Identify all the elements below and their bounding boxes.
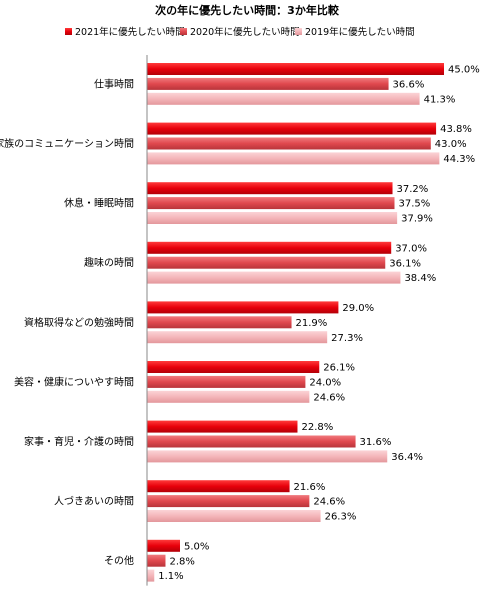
value-label-4-0: 29.0%	[342, 303, 374, 314]
value-label-5-2: 24.6%	[313, 392, 345, 403]
bar-7-0	[147, 480, 290, 493]
bar-0-2	[147, 92, 420, 105]
category-label-7: 人づきあいの時間	[54, 496, 134, 508]
bar-6-0	[147, 420, 298, 433]
bar-6-2	[147, 450, 388, 463]
value-label-2-0: 37.2%	[397, 184, 429, 195]
bar-3-0	[147, 241, 392, 254]
bar-5-0	[147, 361, 320, 373]
value-label-6-2: 36.4%	[391, 452, 423, 463]
bar-5-2	[147, 390, 310, 403]
category-label-3: 趣味の時間	[84, 256, 134, 269]
value-label-8-2: 1.1%	[158, 571, 183, 582]
value-label-4-1: 21.9%	[296, 318, 328, 329]
legend-swatch-0	[65, 28, 72, 35]
value-label-7-0: 21.6%	[294, 482, 326, 493]
legend-label-1: 2020年に優先したい時間	[190, 26, 300, 38]
value-label-1-2: 44.3%	[443, 154, 475, 165]
bar-1-2	[147, 152, 440, 165]
bar-8-2	[147, 569, 155, 582]
value-label-3-2: 38.4%	[404, 273, 436, 284]
legend-label-0: 2021年に優先したい時間	[75, 26, 185, 38]
bar-7-1	[147, 495, 310, 508]
value-label-0-0: 45.0%	[448, 65, 480, 76]
bar-0-0	[147, 63, 444, 75]
legend: 2021年に優先したい時間 2020年に優先したい時間 2019年に優先したい時間	[65, 26, 415, 38]
bar-8-1	[147, 554, 166, 567]
bar-4-2	[147, 331, 328, 344]
bars	[147, 63, 444, 582]
category-label-4: 資格取得などの勉強時間	[24, 316, 134, 329]
value-label-8-0: 5.0%	[184, 541, 209, 552]
value-label-0-2: 41.3%	[424, 94, 456, 105]
value-label-4-2: 27.3%	[331, 333, 363, 344]
bar-3-2	[147, 271, 401, 284]
bar-3-1	[147, 256, 386, 269]
bar-4-0	[147, 301, 339, 314]
bar-8-0	[147, 539, 180, 552]
chart-title: 次の年に優先したい時間：3か年比較	[155, 3, 340, 17]
value-label-7-2: 26.3%	[325, 512, 357, 523]
legend-swatch-2	[295, 28, 302, 35]
value-label-1-1: 43.0%	[435, 139, 467, 150]
legend-swatch-1	[180, 28, 187, 35]
category-label-8: その他	[104, 554, 134, 567]
value-label-8-1: 2.8%	[169, 556, 194, 567]
value-label-3-1: 36.1%	[389, 258, 421, 269]
bar-0-1	[147, 77, 389, 90]
bar-5-1	[147, 375, 306, 388]
value-labels: 45.0% 36.6% 41.3% 43.8% 43.0% 44.3% 37.2% 37.5%…	[158, 65, 480, 583]
value-label-1-0: 43.8%	[440, 124, 472, 135]
bar-2-1	[147, 197, 395, 210]
value-label-5-0: 26.1%	[323, 363, 355, 374]
bar-2-0	[147, 182, 393, 195]
value-label-2-1: 37.5%	[399, 199, 431, 210]
bar-2-2	[147, 212, 398, 224]
category-label-5: 美容・健康についやす時間	[14, 375, 134, 388]
value-label-7-1: 24.6%	[313, 497, 345, 508]
bar-4-1	[147, 316, 292, 329]
category-label-0: 仕事時間	[94, 77, 134, 90]
category-label-6: 家事・育児・介護の時間	[24, 435, 134, 448]
value-label-3-0: 37.0%	[395, 243, 427, 254]
bar-1-0	[147, 122, 437, 135]
bar-1-1	[147, 137, 431, 150]
value-label-0-1: 36.6%	[393, 80, 425, 91]
bar-7-2	[147, 510, 321, 522]
category-labels: 仕事時間家族のコミュニケーション時間休息・睡眠時間趣味の時間資格取得などの勉強時…	[0, 77, 134, 567]
category-label-1: 家族のコミュニケーション時間	[0, 137, 134, 150]
legend-label-2: 2019年に優先したい時間	[305, 26, 415, 38]
value-label-5-1: 24.0%	[309, 378, 341, 389]
value-label-6-1: 31.6%	[360, 437, 392, 448]
category-label-2: 休息・睡眠時間	[64, 197, 134, 210]
bar-6-1	[147, 435, 356, 448]
value-label-6-0: 22.8%	[301, 422, 333, 433]
value-label-2-2: 37.9%	[401, 214, 433, 225]
